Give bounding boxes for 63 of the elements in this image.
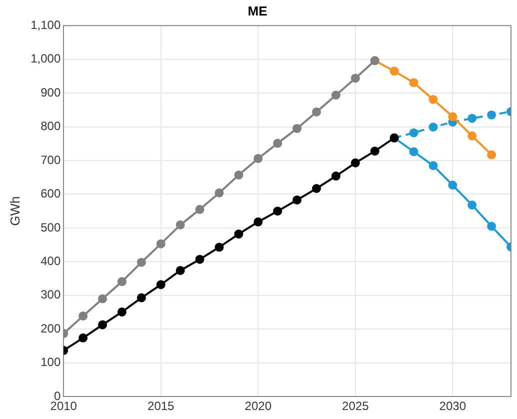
point <box>312 184 321 194</box>
point <box>331 90 340 100</box>
point <box>390 66 399 76</box>
y-tick-label: 1,100 <box>30 18 61 32</box>
point <box>350 158 360 168</box>
x-tick-label: 2020 <box>244 399 272 414</box>
y-tick-label: 500 <box>40 220 61 234</box>
point <box>254 154 263 163</box>
point <box>273 206 282 216</box>
point <box>409 147 418 156</box>
point <box>78 333 88 342</box>
point <box>214 188 224 198</box>
point <box>428 122 438 132</box>
point <box>156 280 166 290</box>
point <box>78 311 88 320</box>
point <box>195 254 204 264</box>
y-tick-label: 300 <box>40 288 61 302</box>
point <box>98 294 108 304</box>
chart-title: ME <box>248 3 268 18</box>
y-tick-label: 200 <box>40 321 61 336</box>
y-tick-label: 400 <box>40 254 61 268</box>
point <box>312 107 321 116</box>
point <box>234 230 244 239</box>
point <box>409 128 418 138</box>
y-tick-label: 1,000 <box>30 52 61 66</box>
y-tick-label: 600 <box>40 186 61 201</box>
y-tick-label: 700 <box>40 152 61 167</box>
y-tick-label: 800 <box>40 119 61 134</box>
point <box>136 293 146 302</box>
x-tick-label: 2015 <box>148 399 175 414</box>
point <box>117 277 126 286</box>
point <box>468 114 477 123</box>
y-axis-title: GWh <box>7 196 22 226</box>
point <box>487 222 496 231</box>
point <box>214 242 224 252</box>
y-tick-label: 900 <box>40 85 61 100</box>
point <box>428 161 438 170</box>
point <box>176 220 185 230</box>
point <box>448 180 458 190</box>
point <box>273 138 282 148</box>
point <box>487 110 496 120</box>
point <box>428 94 438 104</box>
y-tick-label: 100 <box>40 355 61 370</box>
x-tick-label: 2025 <box>342 399 370 414</box>
point <box>409 78 418 88</box>
point <box>350 74 360 83</box>
point <box>156 239 166 248</box>
point <box>468 131 477 140</box>
point <box>448 112 458 122</box>
point <box>176 266 185 275</box>
x-tick-label: 2030 <box>439 399 466 414</box>
point <box>292 124 302 133</box>
point <box>331 172 340 181</box>
point <box>98 320 108 330</box>
point <box>487 150 496 160</box>
point <box>370 146 380 156</box>
point <box>117 307 126 316</box>
point <box>195 204 204 214</box>
point <box>292 195 302 204</box>
point <box>468 200 477 210</box>
point <box>254 217 263 226</box>
point <box>136 258 146 267</box>
point <box>234 170 244 180</box>
